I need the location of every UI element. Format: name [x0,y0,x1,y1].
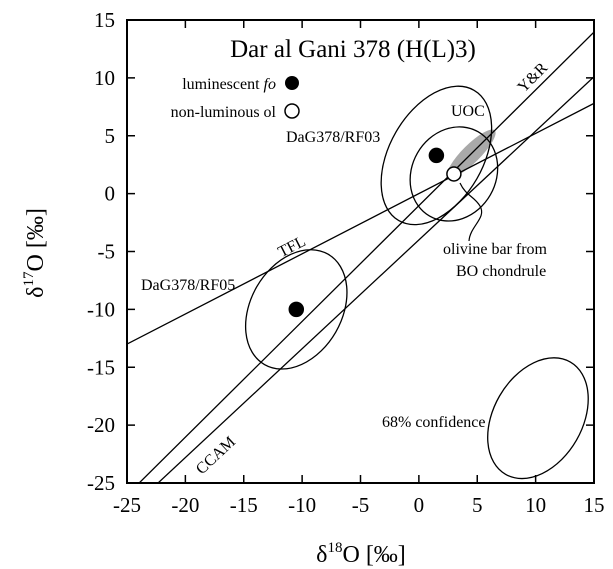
legend-label-non-luminous: non-luminous ol [171,104,277,121]
confidence-ellipse-3 [244,249,348,370]
line-ccam [157,76,594,483]
x-tick-label: -10 [288,493,316,517]
line-tfl [127,102,594,345]
label-bo-chondrule: BO chondrule [456,263,546,280]
y-tick-label: -20 [87,413,115,437]
y-tick-label: -10 [87,297,115,321]
label-rf03: DaG378/RF03 [286,129,380,146]
x-tick-label: -25 [113,493,141,517]
line-yr [138,31,594,483]
y-tick-label: 5 [105,124,116,148]
confidence-ellipse-1 [380,85,493,226]
y-tick-label: 15 [94,8,115,32]
x-axis-title: δ18O [‰] [316,540,406,568]
y-tick-label: 0 [105,182,116,206]
label-tfl: TFL [275,233,308,261]
legend: luminescent fo non-luminous ol [171,76,300,121]
label-ccam: CCAM [193,433,239,478]
y-tick-label: 10 [94,66,115,90]
x-tick-label: 15 [584,493,605,517]
data-point-non-luminous [446,166,462,182]
y-tick-label: -15 [87,355,115,379]
label-uoc: UOC [451,103,485,120]
x-tick-label: -20 [171,493,199,517]
label-yr: Y&R [515,59,552,96]
data-point-luminescent [288,301,305,318]
x-tick-label: 5 [472,493,483,517]
y-axis-title: δ17O [‰] [21,208,49,298]
label-olivine-bar: olivine bar from [443,241,548,258]
y-tick-label: -5 [98,240,116,264]
x-tick-label: -15 [230,493,258,517]
legend-marker-open [284,103,300,119]
label-confidence: 68% confidence [382,414,486,431]
legend-label-luminescent: luminescent fo [182,76,276,93]
x-tick-label: -5 [352,493,370,517]
confidence-ellipse-2 [409,126,499,222]
olivine-bar-leader [459,182,483,242]
chart-title: Dar al Gani 378 (H(L)3) [230,36,476,63]
label-rf05: DaG378/RF05 [141,277,235,294]
x-tick-label: 0 [414,493,425,517]
legend-marker-filled [285,76,299,90]
y-tick-label: -25 [87,471,115,495]
data-point-luminescent [428,147,445,164]
confidence-ellipse-4 [487,357,589,480]
x-tick-label: 10 [525,493,546,517]
